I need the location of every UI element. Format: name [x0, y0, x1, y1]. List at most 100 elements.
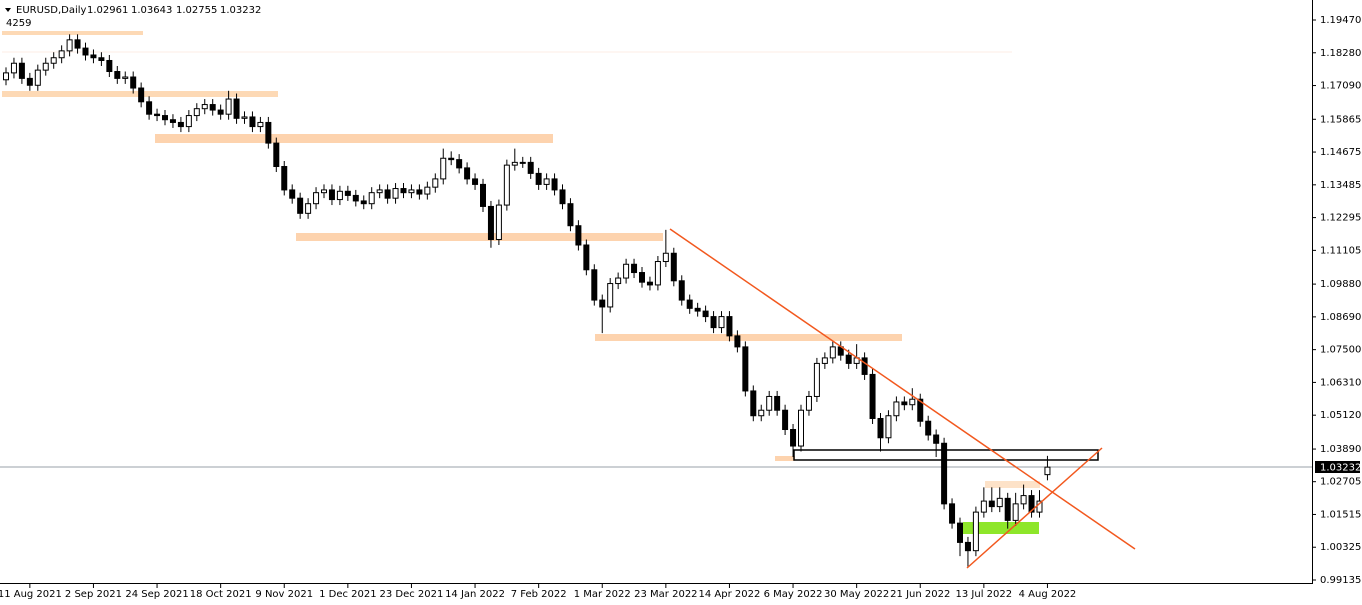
- candle-body: [169, 119, 176, 123]
- candle-body: [662, 252, 669, 263]
- y-tick-label: 1.03890: [1320, 444, 1361, 455]
- candle-body: [193, 108, 200, 117]
- candle-body: [591, 269, 598, 301]
- zone: [985, 481, 1040, 488]
- x-tick-label: 14 Jan 2022: [445, 589, 505, 600]
- y-tick-label: 1.02705: [1320, 477, 1361, 488]
- candle-body: [805, 395, 812, 411]
- candle-body: [448, 157, 455, 161]
- candle-body: [949, 503, 956, 524]
- candle-body: [885, 415, 892, 439]
- y-tick-label: 1.07500: [1320, 345, 1361, 356]
- candle-body: [487, 205, 494, 240]
- trendline: [966, 447, 1103, 569]
- candle-body: [972, 511, 979, 552]
- candle-body: [225, 98, 232, 115]
- candle-body: [18, 62, 25, 79]
- zone: [595, 334, 902, 341]
- zone: [155, 134, 553, 143]
- candle-body: [281, 166, 288, 191]
- candle-body: [297, 197, 304, 214]
- candle-body: [503, 164, 510, 206]
- candle-body: [599, 299, 606, 308]
- trendlines: [669, 228, 1136, 569]
- zone: [296, 233, 663, 241]
- candle-body: [424, 186, 431, 195]
- candle-body: [957, 522, 963, 543]
- candle-body: [456, 159, 463, 169]
- candle-body: [1044, 466, 1051, 476]
- candle-body: [336, 190, 343, 201]
- candle-body: [154, 113, 161, 117]
- y-tick-label: 1.01515: [1320, 509, 1361, 520]
- candle-body: [631, 263, 638, 274]
- candle-body: [909, 398, 916, 406]
- candle-body: [742, 346, 749, 392]
- low-value: 1.02755: [176, 5, 217, 16]
- candle-body: [710, 316, 717, 329]
- candle-body: [988, 500, 995, 508]
- candle-body: [639, 272, 645, 283]
- candle-body: [249, 116, 256, 128]
- candle-body: [901, 401, 908, 406]
- candle-body: [1028, 495, 1035, 513]
- candle-body: [654, 261, 661, 286]
- candle-body: [543, 178, 550, 185]
- close-value: 1.03232: [220, 5, 261, 16]
- x-tick-label: 30 May 2022: [824, 589, 889, 600]
- x-tick-label: 1 Mar 2022: [574, 589, 631, 600]
- candle-body: [527, 161, 534, 174]
- candle-body: [917, 398, 924, 422]
- candle-body: [869, 373, 876, 419]
- candle-body: [305, 203, 312, 214]
- candle-body: [217, 109, 224, 115]
- trendline: [669, 228, 1136, 550]
- candle-body: [241, 116, 248, 119]
- candle-body: [559, 189, 566, 205]
- y-tick-label: 1.06310: [1320, 377, 1361, 388]
- candle-body: [26, 77, 33, 86]
- menu-arrow[interactable]: [5, 8, 11, 12]
- candle-body: [1012, 503, 1019, 521]
- y-tick-label: 1.19470: [1320, 15, 1361, 26]
- zone: [2, 31, 143, 35]
- candle-body: [344, 190, 351, 196]
- x-tick-label: 24 Sep 2021: [125, 589, 188, 600]
- candle-body: [42, 62, 49, 71]
- candle-body: [694, 307, 701, 312]
- candle-body: [257, 121, 264, 128]
- candle-body: [432, 178, 439, 188]
- candle-body: [185, 115, 192, 128]
- candle-body: [1004, 497, 1011, 521]
- candle-body: [782, 409, 789, 431]
- candle-body: [996, 497, 1003, 508]
- x-tick-label: 23 Mar 2022: [634, 589, 697, 600]
- y-tick-label: 1.15865: [1320, 114, 1361, 125]
- candle-body: [750, 390, 757, 417]
- candle-body: [400, 188, 407, 194]
- candle-body: [813, 362, 820, 397]
- candle-body: [790, 429, 797, 447]
- candle-body: [567, 203, 574, 227]
- candle-body: [798, 409, 804, 447]
- candle-body: [758, 409, 765, 417]
- candle-body: [416, 189, 423, 195]
- candle-body: [289, 189, 296, 199]
- x-tick-label: 13 Jul 2022: [956, 589, 1013, 600]
- candle-body: [766, 395, 773, 411]
- candle-body: [821, 357, 828, 364]
- candle-body: [273, 142, 280, 168]
- candle-body: [98, 57, 105, 61]
- candle-body: [201, 104, 208, 110]
- candle-body: [607, 283, 614, 308]
- zone: [775, 456, 795, 461]
- candle-body: [686, 299, 693, 309]
- x-tick-label: 7 Feb 2022: [511, 589, 567, 600]
- y-tick-label: 1.12295: [1320, 213, 1361, 224]
- candle-body: [130, 76, 137, 89]
- candle-body: [376, 189, 383, 194]
- candle-body: [734, 335, 741, 348]
- candle-body: [384, 189, 391, 199]
